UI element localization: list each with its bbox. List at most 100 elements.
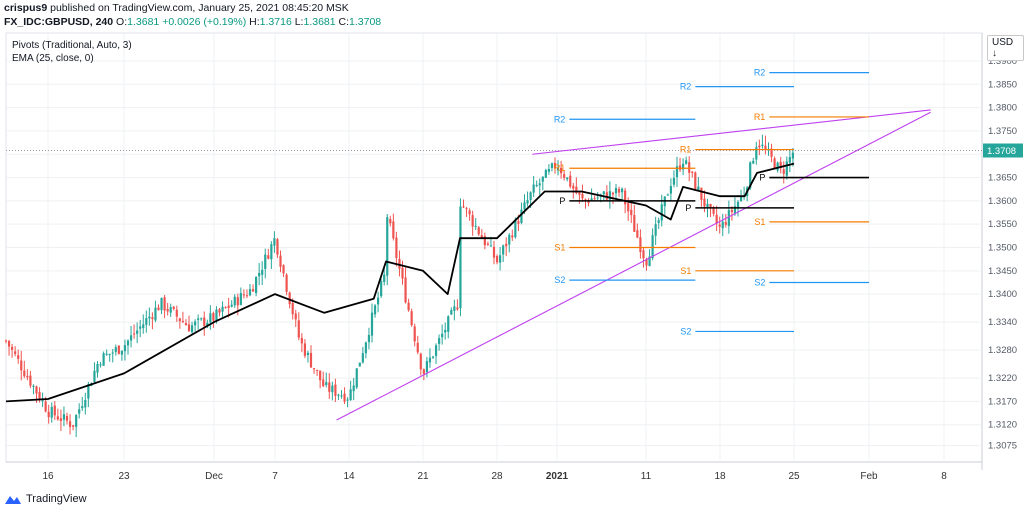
candle-body xyxy=(47,411,50,418)
candle-body xyxy=(227,305,230,308)
symbol-label[interactable]: FX_IDC:GBPUSD, 240 xyxy=(4,16,114,28)
candle-body xyxy=(334,384,337,396)
candle-body xyxy=(480,235,483,238)
candle-body xyxy=(422,369,425,374)
candle-body xyxy=(483,236,486,246)
candle-body xyxy=(639,237,642,253)
candle-body xyxy=(68,421,72,427)
candle-body xyxy=(233,296,236,306)
candle-body xyxy=(776,162,779,171)
header-bar: crispus9 published on TradingView.com, J… xyxy=(0,0,1024,30)
published-text: published on TradingView.com, January 25… xyxy=(50,2,349,14)
ema-legend[interactable]: EMA (25, close, 0) xyxy=(12,53,94,64)
y-tick-label: 1.3400 xyxy=(988,289,1017,300)
change-value: +0.0026 (+0.19%) xyxy=(162,16,247,28)
pivots-legend[interactable]: Pivots (Traditional, Auto, 3) xyxy=(12,40,132,51)
candle-body xyxy=(215,309,218,321)
candle-body xyxy=(206,322,209,327)
currency-button[interactable]: USD ↓ xyxy=(987,35,1024,61)
candle-body xyxy=(319,370,322,381)
candle-body xyxy=(563,174,566,178)
candle-body xyxy=(187,324,191,332)
candle-body xyxy=(245,295,249,297)
candle-body xyxy=(300,337,303,344)
current-price-label: 1.3708 xyxy=(987,146,1016,157)
candle-body xyxy=(264,254,267,269)
candle-body xyxy=(514,220,517,238)
candle-body xyxy=(499,255,502,263)
footer: TradingView xyxy=(4,493,87,505)
x-tick-label: 28 xyxy=(491,471,503,482)
candle-body xyxy=(669,186,672,194)
candle-body xyxy=(431,356,435,358)
candle-body xyxy=(407,302,410,311)
candle-body xyxy=(438,338,441,344)
candle-body xyxy=(468,210,471,215)
candle-body xyxy=(373,305,377,315)
candle-body xyxy=(343,393,346,402)
candle-body xyxy=(572,185,575,189)
candle-body xyxy=(108,353,111,355)
candle-body xyxy=(441,333,444,338)
y-tick-label: 1.3120 xyxy=(988,420,1017,431)
candle-body xyxy=(312,368,316,370)
low-label: L: xyxy=(294,16,304,28)
candle-body xyxy=(700,187,703,200)
candle-body xyxy=(688,162,691,173)
candle-body xyxy=(578,192,581,195)
trendline xyxy=(336,111,931,421)
candle-body xyxy=(773,158,776,170)
candle-body xyxy=(364,342,367,354)
y-tick-label: 1.3850 xyxy=(988,79,1017,90)
candle-body xyxy=(697,186,700,190)
candle-body xyxy=(14,351,17,354)
candle-body xyxy=(197,318,200,320)
candle-body xyxy=(261,269,264,275)
candle-body xyxy=(566,177,569,180)
candle-body xyxy=(645,259,648,266)
candle-body xyxy=(477,227,480,235)
candle-body xyxy=(785,161,788,176)
candle-body xyxy=(72,425,75,427)
pivot-level-label: S2 xyxy=(554,275,565,285)
candle-body xyxy=(93,370,96,382)
x-tick-label: Dec xyxy=(205,471,223,482)
pivot-level-label: P xyxy=(759,173,765,183)
candle-body xyxy=(709,203,712,209)
candle-body xyxy=(218,309,221,313)
tradingview-logo-icon xyxy=(5,496,21,504)
candle-body xyxy=(87,384,90,399)
candle-body xyxy=(279,255,282,267)
candle-body xyxy=(593,198,596,200)
candle-body xyxy=(367,334,371,343)
author-name[interactable]: crispus9 xyxy=(4,2,48,14)
candle-body xyxy=(471,215,474,227)
candle-body xyxy=(20,360,23,371)
candle-body xyxy=(35,386,38,394)
y-tick-label: 1.3170 xyxy=(988,396,1017,407)
candle-body xyxy=(84,399,87,408)
pivot-level-label: R1 xyxy=(754,112,766,122)
close-value: 1.3708 xyxy=(349,16,382,28)
candle-body xyxy=(764,145,767,150)
candle-body xyxy=(590,198,593,202)
y-tick-label: 1.3500 xyxy=(988,243,1017,254)
candle-body xyxy=(270,244,273,260)
candle-body xyxy=(413,326,416,342)
candle-body xyxy=(642,250,645,259)
y-tick-label: 1.3900 xyxy=(988,56,1017,67)
candle-body xyxy=(224,307,227,309)
x-tick-label: 14 xyxy=(343,471,355,482)
candle-body xyxy=(258,272,261,277)
candle-body xyxy=(111,352,114,354)
candle-body xyxy=(682,163,685,170)
candle-body xyxy=(316,369,319,371)
pivot-level-label: R2 xyxy=(754,68,766,78)
publish-info: crispus9 published on TradingView.com, J… xyxy=(4,2,349,14)
candle-body xyxy=(614,187,618,194)
candle-body xyxy=(242,294,245,296)
candle-body xyxy=(117,345,120,354)
candle-body xyxy=(450,310,453,315)
candle-body xyxy=(56,416,59,420)
